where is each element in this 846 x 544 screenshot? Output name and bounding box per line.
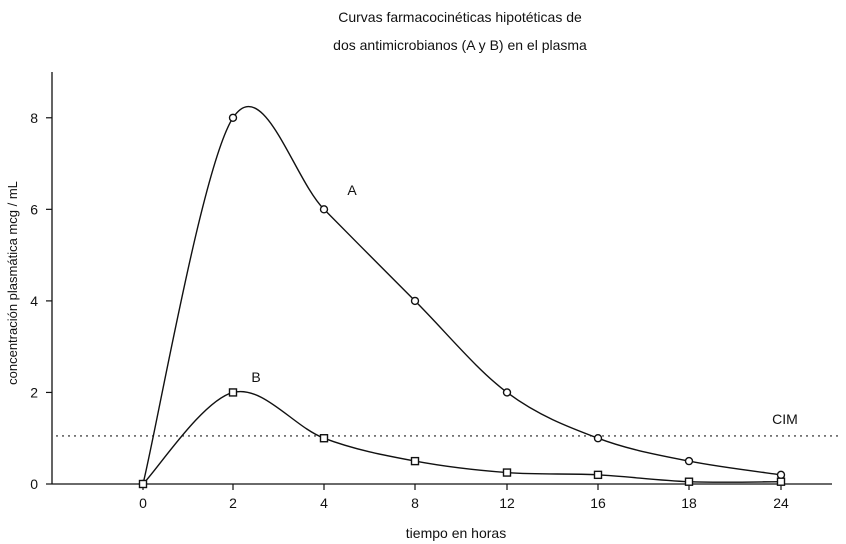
- data-point-a: [502, 388, 512, 397]
- data-point-a: [228, 113, 238, 122]
- x-tick-label: 18: [681, 495, 697, 511]
- data-point-b: [138, 479, 148, 489]
- data-point-b: [228, 388, 238, 397]
- data-point-a: [319, 205, 329, 214]
- x-tick-label: 16: [590, 495, 606, 511]
- series-line-b: [142, 390, 782, 485]
- x-tick-label: 4: [320, 495, 328, 511]
- data-point-a: [593, 434, 603, 443]
- data-point-b: [776, 477, 786, 486]
- x-tick-label: 2: [229, 495, 237, 511]
- data-point-b: [502, 468, 512, 477]
- x-tick-label: 12: [499, 495, 515, 511]
- series-a: A: [138, 106, 786, 489]
- cim-label: CIM: [772, 411, 798, 427]
- data-point-b: [319, 434, 329, 443]
- series-label-b: B: [251, 369, 260, 385]
- x-tick-label: 0: [139, 495, 147, 511]
- series-line-a: [142, 106, 782, 485]
- series-b: B: [138, 369, 786, 489]
- chart-title-line1: Curvas farmacocinéticas hipotéticas de: [338, 9, 582, 25]
- x-tick-label: 24: [773, 495, 789, 511]
- data-point-a: [684, 456, 694, 466]
- data-point-b: [684, 477, 694, 486]
- data-point-a: [410, 296, 420, 306]
- x-axis-label: tiempo en horas: [406, 525, 506, 541]
- x-axis: 0 2 4 8 12 16 18 24: [139, 484, 789, 511]
- y-axis: 0 2 4 6 8: [30, 110, 52, 492]
- cim-reference: CIM: [56, 411, 842, 437]
- y-tick-label: 0: [30, 476, 38, 492]
- data-point-b: [593, 470, 603, 480]
- y-tick-label: 8: [30, 110, 38, 126]
- series-label-a: A: [347, 182, 357, 198]
- data-point-b: [410, 456, 420, 466]
- chart-title-line2: dos antimicrobianos (A y B) en el plasma: [333, 37, 587, 53]
- y-tick-label: 6: [30, 201, 38, 217]
- series-layer: AB: [138, 106, 786, 489]
- y-axis-label: concentración plasmática mcg / mL: [5, 181, 20, 385]
- y-tick-label: 4: [30, 293, 38, 309]
- x-tick-label: 8: [411, 495, 419, 511]
- y-tick-label: 2: [30, 384, 38, 400]
- data-point-a: [776, 470, 786, 480]
- plot-frame: [51, 72, 832, 485]
